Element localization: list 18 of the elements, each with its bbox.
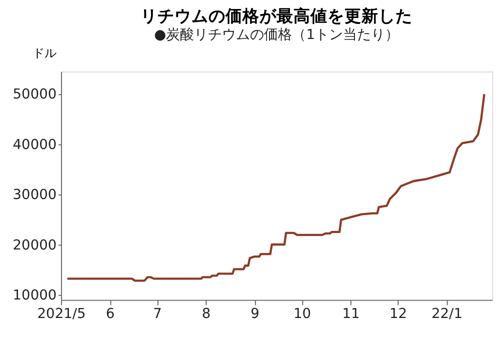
y-axis-title: ドル (32, 46, 57, 60)
x-tick-label: 9 (250, 306, 260, 322)
y-tick-label: 20000 (12, 237, 57, 254)
x-tick-label: 7 (153, 306, 162, 322)
x-tick-label: 10 (293, 306, 312, 322)
chart-title: リチウムの価格が最高値を更新した (140, 5, 413, 26)
x-tick-label: 6 (106, 306, 115, 322)
x-tick-label: 2021/5 (37, 306, 86, 322)
x-tick-label: 8 (202, 306, 211, 322)
y-tick-label: 50000 (12, 86, 57, 103)
x-tick-label: 12 (389, 306, 407, 322)
y-tick-label: 40000 (12, 136, 57, 153)
y-tick-label: 30000 (12, 187, 57, 204)
y-tick-label: 10000 (12, 288, 57, 304)
line-series (66, 93, 486, 282)
x-tick-label: 11 (342, 306, 360, 322)
x-tick-label: 22/1 (432, 306, 462, 322)
chart-subtitle: ●炭酸リチウムの価格（1トン当たり） (154, 27, 399, 43)
